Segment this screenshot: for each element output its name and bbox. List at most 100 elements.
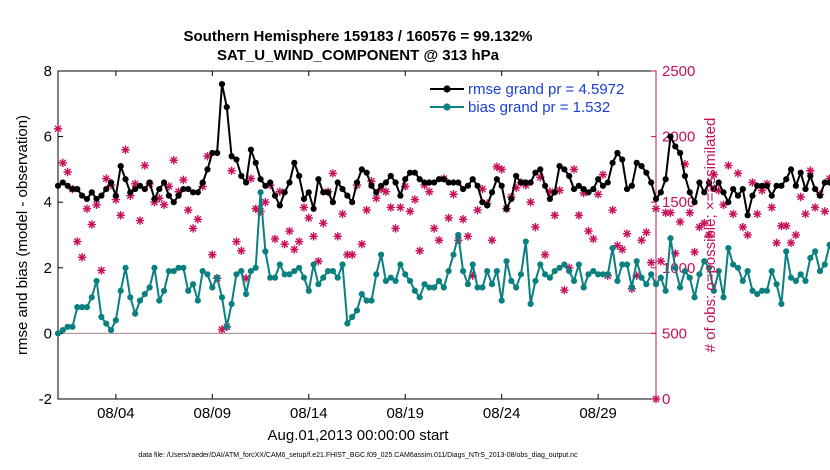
rmse-point bbox=[93, 195, 100, 203]
bias-point bbox=[435, 277, 443, 285]
rmse-point bbox=[214, 149, 221, 157]
bias-point bbox=[189, 281, 197, 288]
bias-point bbox=[79, 304, 86, 311]
obs-asterisk-stroke bbox=[179, 176, 187, 184]
rmse-point bbox=[199, 179, 206, 186]
bias-point bbox=[93, 277, 100, 285]
obs-asterisk-stroke bbox=[618, 245, 626, 253]
obs-asterisk-stroke bbox=[261, 198, 269, 206]
obs-asterisk-point bbox=[429, 224, 439, 233]
rmse-point bbox=[537, 166, 544, 173]
obs-asterisk-point bbox=[724, 161, 733, 170]
bias-point bbox=[792, 277, 799, 285]
obs-asterisk-stroke bbox=[276, 188, 284, 196]
obs-asterisk-stroke bbox=[290, 245, 298, 253]
bias-point bbox=[194, 297, 201, 304]
bias-point bbox=[739, 277, 746, 285]
rmse-point bbox=[79, 192, 86, 199]
x-axis-ticks: 08/04 08/09 08/14 08/19 08/24 08/29 bbox=[97, 71, 617, 422]
obs-asterisk-stroke bbox=[589, 235, 597, 243]
obs-asterisk-stroke bbox=[97, 266, 105, 274]
obs-asterisk-point bbox=[82, 204, 92, 213]
rmse-point bbox=[353, 179, 361, 186]
rmse-point bbox=[739, 185, 746, 193]
obs-asterisk-stroke bbox=[271, 235, 279, 243]
bias-point bbox=[363, 297, 370, 304]
obs-asterisk-point bbox=[309, 232, 318, 241]
obs-asterisk-stroke bbox=[141, 161, 149, 169]
rmse-point bbox=[189, 189, 197, 196]
bias-point bbox=[657, 274, 664, 281]
rmse-point bbox=[397, 192, 404, 199]
obs-asterisk-stroke bbox=[93, 201, 101, 209]
bias-point bbox=[262, 248, 269, 255]
rmse-point bbox=[88, 189, 95, 196]
obs-asterisk-point bbox=[319, 218, 328, 228]
x-tick-label: 08/09 bbox=[194, 405, 232, 422]
obs-asterisk-stroke bbox=[54, 125, 62, 133]
bias-point bbox=[590, 267, 597, 275]
rmse-point bbox=[652, 195, 660, 203]
bias-point bbox=[667, 235, 674, 242]
bias-point bbox=[83, 304, 91, 311]
obs-asterisk-point bbox=[97, 266, 106, 275]
bias-point bbox=[493, 267, 500, 275]
y2-axis-label: # of obs: o=possible; ×=assimilated bbox=[702, 118, 719, 353]
rmse-point bbox=[83, 195, 91, 203]
obs-asterisk-point bbox=[767, 203, 776, 212]
bias-point bbox=[758, 287, 766, 294]
rmse-point bbox=[54, 182, 62, 189]
bias-point bbox=[368, 297, 375, 304]
obs-asterisk-point bbox=[618, 245, 627, 254]
obs-asterisk-point bbox=[560, 285, 569, 295]
obs-asterisk-point bbox=[637, 236, 646, 245]
bias-point bbox=[64, 323, 71, 330]
bias-point bbox=[199, 267, 206, 275]
obs-asterisk-stroke bbox=[560, 286, 568, 294]
obs-asterisk-point bbox=[598, 170, 608, 179]
bias-point bbox=[180, 264, 187, 271]
obs-asterisk-point bbox=[622, 229, 632, 238]
bias-point bbox=[271, 274, 279, 281]
y2-tick-label: 0 bbox=[662, 391, 670, 408]
bias-point bbox=[459, 267, 467, 275]
obs-asterisk-point bbox=[184, 205, 193, 215]
bias-point bbox=[797, 271, 804, 278]
bias-point bbox=[633, 258, 640, 265]
obs-asterisk-stroke bbox=[792, 231, 800, 239]
rmse-point bbox=[570, 185, 578, 193]
obs-asterisk-stroke bbox=[64, 168, 72, 176]
rmse-point bbox=[749, 192, 756, 199]
bias-point bbox=[604, 271, 611, 278]
bias-point bbox=[426, 284, 433, 291]
obs-asterisk-point bbox=[425, 187, 434, 196]
obs-asterisk-point bbox=[328, 169, 338, 178]
obs-asterisk-point bbox=[733, 169, 743, 178]
bias-point bbox=[816, 267, 824, 275]
rmse-point bbox=[218, 81, 226, 88]
bias-point bbox=[252, 264, 259, 271]
rmse-point bbox=[382, 179, 390, 186]
bias-point bbox=[787, 274, 795, 281]
obs-asterisk-point bbox=[434, 236, 444, 245]
rmse-point bbox=[276, 202, 283, 209]
y-tick-label: 8 bbox=[44, 63, 52, 80]
bias-point bbox=[344, 320, 351, 327]
obs-asterisk-stroke bbox=[285, 227, 294, 235]
obs-asterisk-stroke bbox=[300, 203, 308, 211]
rmse-point bbox=[156, 185, 163, 193]
rmse-point bbox=[474, 182, 481, 189]
bias-point bbox=[744, 267, 751, 275]
bias-point bbox=[705, 264, 713, 271]
obs-asterisk-stroke bbox=[295, 238, 303, 246]
bias-point bbox=[228, 300, 235, 307]
obs-asterisk-point bbox=[772, 238, 781, 248]
bias-point bbox=[286, 271, 293, 278]
obs-asterisk-stroke bbox=[478, 185, 486, 193]
bias-point bbox=[382, 277, 390, 285]
obs-asterisk-point bbox=[497, 165, 506, 174]
bias-point bbox=[580, 284, 587, 291]
x-axis-label: Aug.01,2013 00:00:00 start bbox=[268, 427, 450, 444]
obs-asterisk-point bbox=[338, 209, 347, 219]
rmse-point bbox=[411, 169, 418, 176]
